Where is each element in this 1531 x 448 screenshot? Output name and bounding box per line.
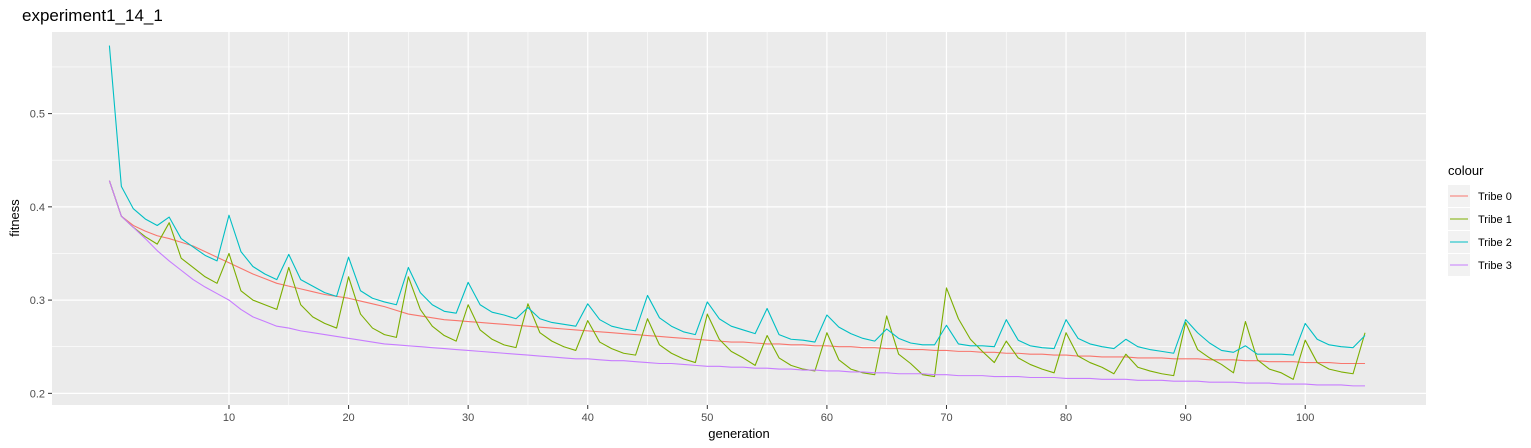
legend-label: Tribe 2 bbox=[1478, 237, 1512, 249]
panel-background bbox=[52, 32, 1426, 405]
legend-label: Tribe 1 bbox=[1478, 214, 1512, 226]
x-tick-label: 50 bbox=[701, 412, 713, 424]
legend: colour Tribe 0 Tribe 1 Tribe 2 Tribe 3 bbox=[1448, 163, 1512, 276]
series-line-tribe-1 bbox=[108, 180, 1366, 380]
legend-item-tribe-3: Tribe 3 bbox=[1448, 254, 1512, 276]
x-axis-title: generation bbox=[708, 426, 769, 441]
x-tick-label: 20 bbox=[342, 412, 354, 424]
legend-items: Tribe 0 Tribe 1 Tribe 2 Tribe 3 bbox=[1448, 185, 1512, 276]
y-axis-title: fitness bbox=[7, 199, 22, 237]
series-lines bbox=[108, 45, 1366, 387]
legend-title: colour bbox=[1448, 163, 1484, 178]
y-axis: 0.2 0.3 0.4 0.5 bbox=[30, 109, 52, 400]
x-tick-label: 80 bbox=[1060, 412, 1072, 424]
legend-label: Tribe 0 bbox=[1478, 191, 1512, 203]
x-tick-label: 10 bbox=[223, 412, 235, 424]
series-line-tribe-3 bbox=[108, 180, 1366, 387]
legend-item-tribe-0: Tribe 0 bbox=[1448, 185, 1512, 207]
x-tick-label: 100 bbox=[1296, 412, 1314, 424]
y-tick-label: 0.2 bbox=[30, 388, 45, 400]
x-axis: 10 20 30 40 50 60 70 80 90 100 bbox=[223, 405, 1314, 424]
x-tick-label: 90 bbox=[1180, 412, 1192, 424]
legend-label: Tribe 3 bbox=[1478, 260, 1512, 272]
x-tick-label: 40 bbox=[582, 412, 594, 424]
series-line-tribe-2 bbox=[108, 45, 1366, 356]
chart-title: experiment1_14_1 bbox=[22, 6, 163, 25]
legend-item-tribe-2: Tribe 2 bbox=[1448, 231, 1512, 253]
x-tick-label: 70 bbox=[940, 412, 952, 424]
y-tick-label: 0.4 bbox=[30, 202, 45, 214]
x-tick-label: 60 bbox=[821, 412, 833, 424]
series-line-tribe-0 bbox=[108, 180, 1366, 365]
major-gridlines bbox=[52, 32, 1426, 405]
y-tick-label: 0.5 bbox=[30, 109, 45, 121]
minor-gridlines bbox=[52, 32, 1426, 405]
legend-item-tribe-1: Tribe 1 bbox=[1448, 208, 1512, 230]
x-tick-label: 30 bbox=[462, 412, 474, 424]
y-tick-label: 0.3 bbox=[30, 295, 45, 307]
